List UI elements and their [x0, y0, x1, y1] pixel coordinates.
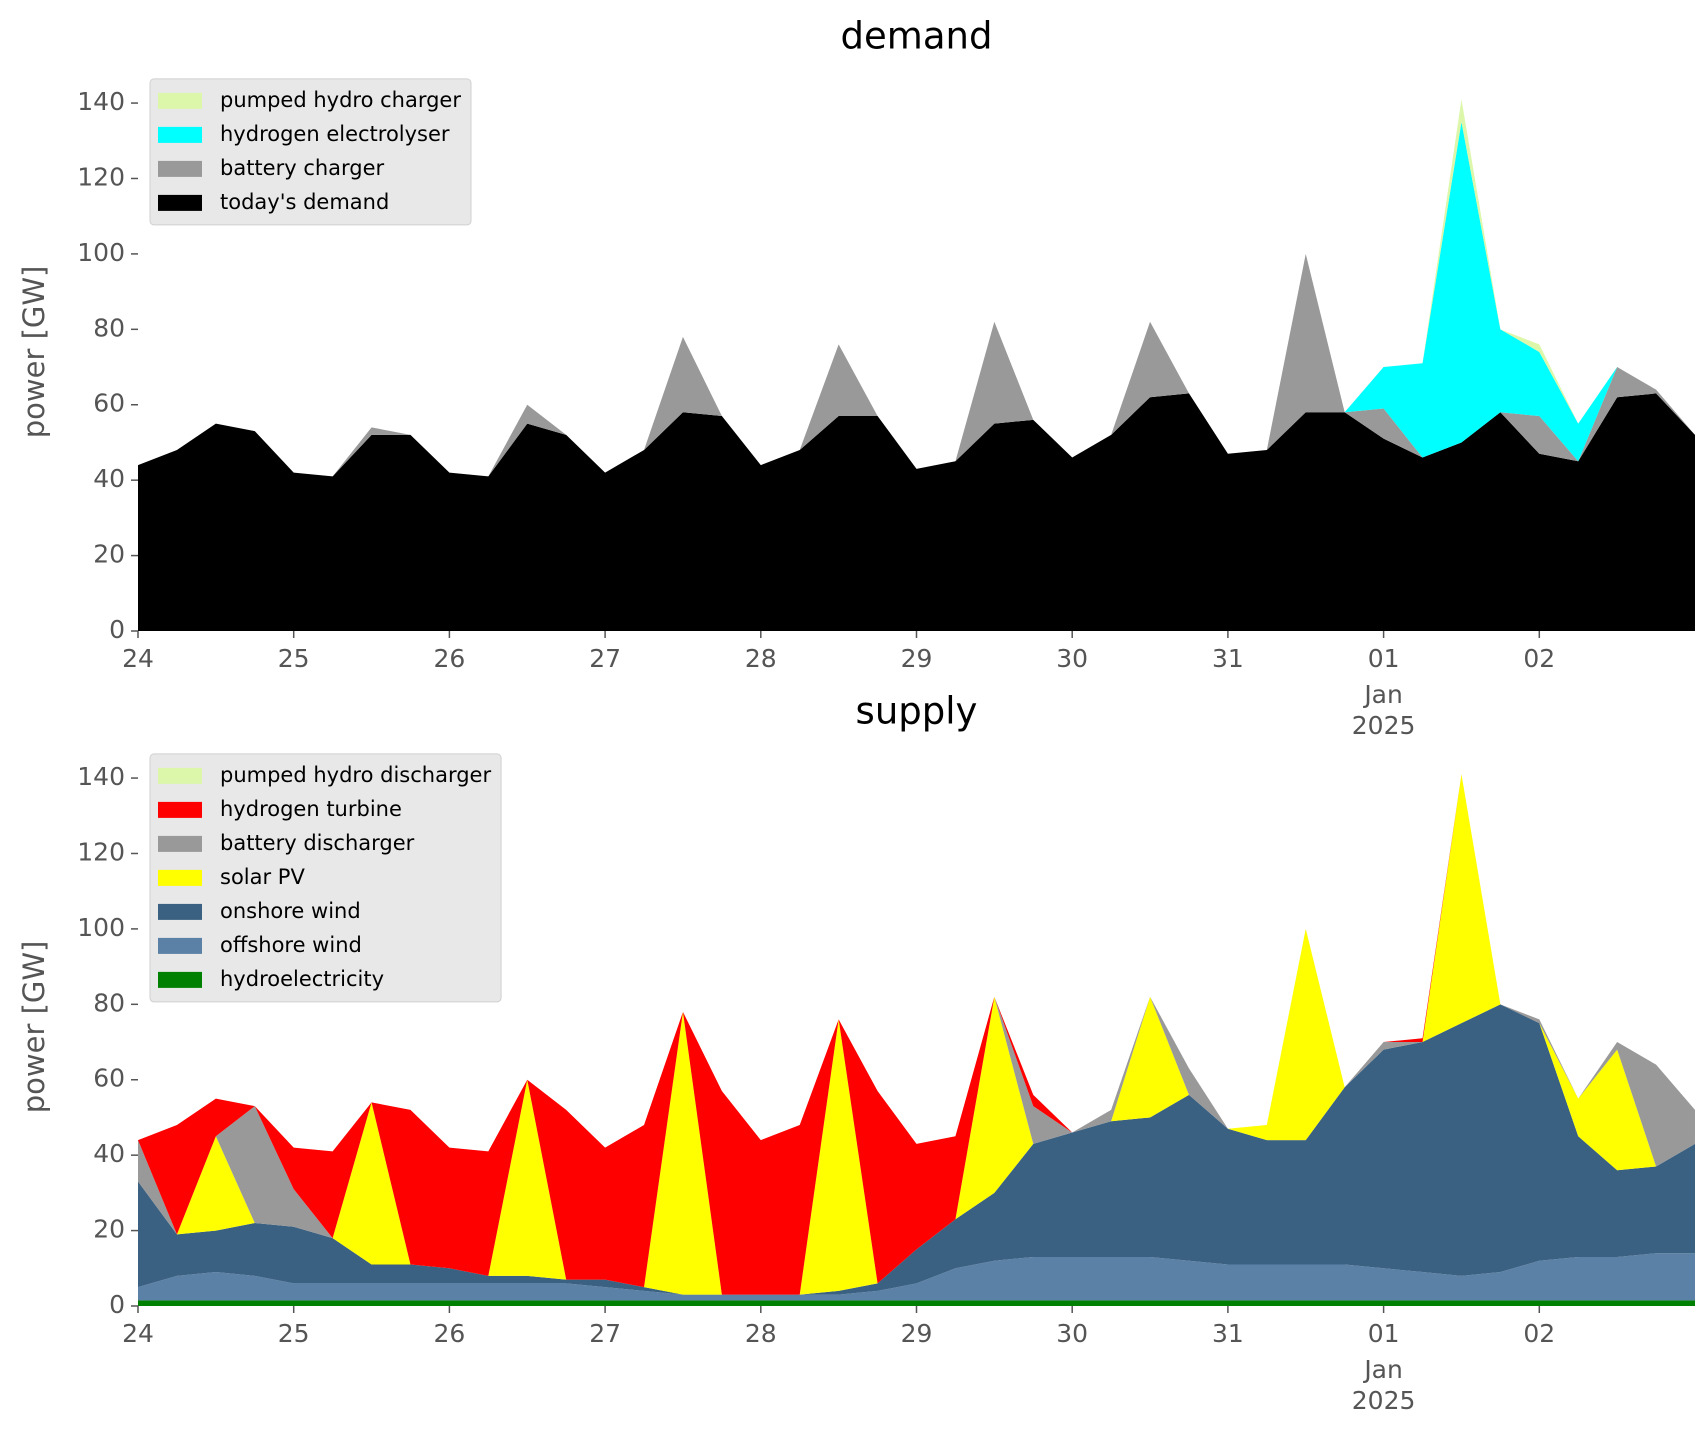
legend-swatch [158, 767, 202, 784]
y-tick-label: 100 [77, 238, 125, 267]
legend-label: today's demand [220, 190, 389, 214]
area [138, 393, 1695, 631]
legend-swatch [158, 92, 202, 109]
legend-swatch [158, 126, 202, 143]
legend-label: hydrogen turbine [220, 797, 402, 821]
y-tick-label: 20 [93, 540, 125, 569]
legend-label: pumped hydro charger [220, 88, 461, 112]
area [138, 774, 1695, 1295]
y-tick-label: 120 [77, 162, 125, 191]
x-tick-label: 02 [1523, 644, 1555, 673]
y-axis-label: power [GW] [17, 266, 51, 439]
area [138, 1253, 1695, 1301]
legend-label: pumped hydro discharger [220, 763, 491, 787]
x-tick-label: 30 [1056, 1319, 1088, 1348]
legend-swatch [158, 160, 202, 177]
x-tick-label: 26 [433, 644, 465, 673]
y-tick-label: 40 [93, 1139, 125, 1168]
y-tick-label: 80 [93, 988, 125, 1017]
legend-box [149, 753, 502, 1003]
legend-swatch [158, 835, 202, 852]
y-tick-label: 140 [77, 87, 125, 116]
x-tick-label: 30 [1056, 644, 1088, 673]
x-tick-label: 31 [1212, 1319, 1244, 1348]
y-tick-label: 40 [93, 464, 125, 493]
area [138, 774, 1695, 1295]
legend-swatch [158, 971, 202, 988]
chart-title: supply [856, 690, 978, 733]
y-tick-label: 60 [93, 1064, 125, 1093]
legend-swatch [158, 194, 202, 211]
x-date-note: 2025 [1352, 1386, 1416, 1415]
y-tick-label: 80 [93, 313, 125, 342]
y-tick-label: 60 [93, 389, 125, 418]
y-tick-label: 120 [77, 837, 125, 866]
x-tick-label: 01 [1368, 1319, 1400, 1348]
x-tick-label: 27 [589, 644, 621, 673]
x-tick-label: 24 [122, 1319, 154, 1348]
area [138, 253, 1695, 477]
legend-label: solar PV [220, 865, 305, 889]
legend-label: hydroelectricity [220, 967, 384, 991]
legend-label: battery charger [220, 156, 385, 180]
legend-swatch [158, 903, 202, 920]
x-date-note: Jan [1362, 680, 1403, 709]
x-tick-label: 31 [1212, 644, 1244, 673]
x-tick-label: 25 [278, 644, 310, 673]
legend-label: battery discharger [220, 831, 415, 855]
x-tick-label: 26 [433, 1319, 465, 1348]
x-tick-label: 28 [745, 1319, 777, 1348]
x-tick-label: 27 [589, 1319, 621, 1348]
legend-swatch [158, 801, 202, 818]
x-tick-label: 25 [278, 1319, 310, 1348]
y-tick-label: 100 [77, 913, 125, 942]
legend-swatch [158, 937, 202, 954]
x-tick-label: 29 [901, 644, 933, 673]
x-date-note: Jan [1362, 1355, 1403, 1384]
y-tick-label: 140 [77, 762, 125, 791]
area [138, 1004, 1695, 1295]
legend-box [149, 78, 472, 226]
legend-label: onshore wind [220, 899, 361, 923]
legend-label: offshore wind [220, 933, 362, 957]
y-axis-label: power [GW] [17, 941, 51, 1114]
legend-swatch [158, 869, 202, 886]
chart-title: demand [841, 15, 993, 58]
x-date-note: 2025 [1352, 711, 1416, 740]
y-tick-label: 0 [109, 1290, 125, 1319]
x-tick-label: 29 [901, 1319, 933, 1348]
x-tick-label: 01 [1368, 644, 1400, 673]
y-tick-label: 0 [109, 615, 125, 644]
y-tick-label: 20 [93, 1215, 125, 1244]
area [138, 1300, 1695, 1306]
x-tick-label: 24 [122, 644, 154, 673]
x-tick-label: 28 [745, 644, 777, 673]
x-tick-label: 02 [1523, 1319, 1555, 1348]
legend-label: hydrogen electrolyser [220, 122, 450, 146]
